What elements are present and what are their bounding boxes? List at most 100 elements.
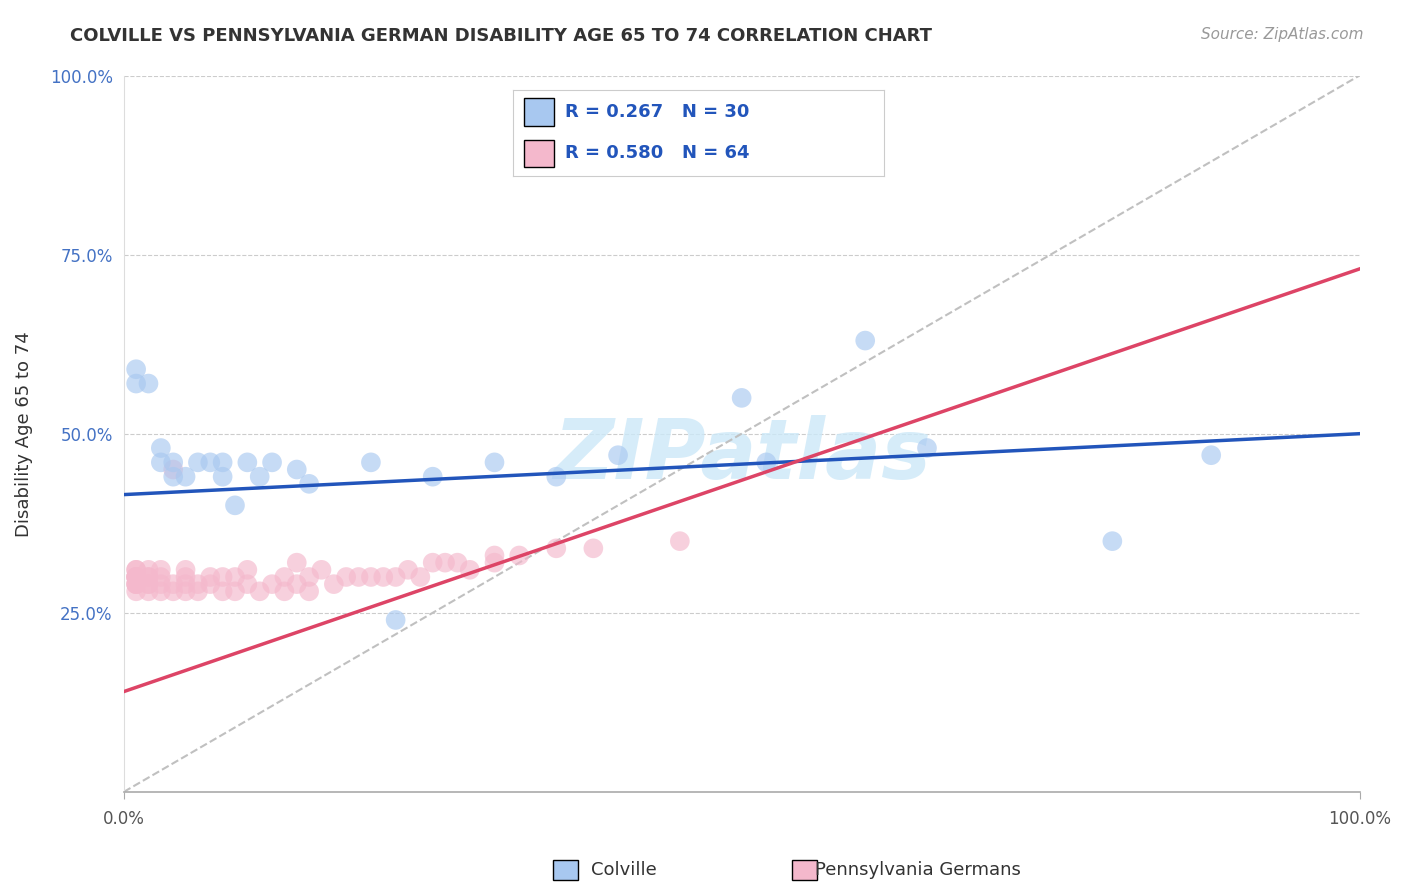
Point (174, 577, 197, 591)
Point (484, 549, 506, 563)
Point (446, 556, 468, 570)
Point (396, 563, 419, 577)
Point (211, 469, 233, 483)
Point (236, 455, 259, 469)
Point (224, 499, 246, 513)
Point (138, 563, 160, 577)
Point (755, 455, 778, 469)
Point (149, 563, 172, 577)
Text: Pennsylvania Germans: Pennsylvania Germans (815, 861, 1021, 879)
Point (347, 570, 370, 584)
Point (125, 563, 148, 577)
Point (422, 556, 444, 570)
Point (149, 455, 172, 469)
Point (211, 455, 233, 469)
Point (730, 391, 752, 405)
Point (273, 570, 295, 584)
Point (149, 570, 172, 584)
Point (311, 563, 333, 577)
Point (211, 584, 233, 599)
Point (298, 570, 321, 584)
Text: Colville: Colville (591, 861, 657, 879)
Point (125, 584, 148, 599)
Point (125, 563, 148, 577)
Point (125, 577, 148, 591)
Text: ZIPatlas: ZIPatlas (553, 415, 931, 496)
Text: COLVILLE VS PENNSYLVANIA GERMAN DISABILITY AGE 65 TO 74 CORRELATION CHART: COLVILLE VS PENNSYLVANIA GERMAN DISABILI… (70, 27, 932, 45)
Point (298, 584, 321, 599)
Point (853, 334, 876, 348)
Point (125, 570, 148, 584)
Point (125, 376, 148, 391)
Point (200, 577, 222, 591)
Point (174, 584, 197, 599)
Point (162, 462, 184, 476)
Point (138, 584, 160, 599)
Point (162, 577, 184, 591)
Point (138, 570, 160, 584)
Point (149, 577, 172, 591)
Point (484, 455, 506, 469)
Point (174, 469, 197, 483)
Point (138, 577, 160, 591)
Point (125, 570, 148, 584)
Point (138, 570, 160, 584)
Point (187, 584, 209, 599)
Point (335, 570, 357, 584)
Point (384, 570, 406, 584)
Point (1199, 448, 1222, 462)
Point (174, 570, 197, 584)
Point (149, 584, 172, 599)
Point (384, 613, 406, 627)
Point (373, 570, 395, 584)
Point (298, 476, 321, 491)
Point (546, 469, 568, 483)
Point (138, 577, 160, 591)
Point (1101, 534, 1123, 549)
Point (409, 570, 432, 584)
Point (915, 441, 938, 455)
Y-axis label: Disability Age 65 to 74: Disability Age 65 to 74 (15, 331, 32, 537)
Point (508, 549, 530, 563)
Point (174, 563, 197, 577)
Point (125, 577, 148, 591)
Point (262, 455, 284, 469)
Point (582, 541, 605, 556)
Point (162, 469, 184, 483)
Point (360, 455, 382, 469)
Point (125, 570, 148, 584)
Point (125, 362, 148, 376)
Point (422, 469, 444, 483)
Point (484, 556, 506, 570)
Point (322, 577, 344, 591)
Point (224, 570, 246, 584)
Point (434, 556, 457, 570)
Point (125, 577, 148, 591)
Text: Source: ZipAtlas.com: Source: ZipAtlas.com (1201, 27, 1364, 42)
Point (669, 534, 692, 549)
Point (162, 584, 184, 599)
Point (125, 570, 148, 584)
Point (285, 577, 308, 591)
Point (200, 570, 222, 584)
Point (236, 563, 259, 577)
Point (200, 455, 222, 469)
Point (458, 563, 481, 577)
Point (224, 584, 246, 599)
Point (285, 556, 308, 570)
Point (249, 469, 271, 483)
Point (273, 584, 295, 599)
Point (187, 455, 209, 469)
Point (162, 455, 184, 469)
Point (285, 462, 308, 476)
Point (211, 570, 233, 584)
Point (187, 577, 209, 591)
Point (236, 577, 259, 591)
Point (607, 448, 630, 462)
Point (262, 577, 284, 591)
Point (149, 441, 172, 455)
Point (138, 376, 160, 391)
Point (249, 584, 271, 599)
Point (546, 541, 568, 556)
Point (360, 570, 382, 584)
